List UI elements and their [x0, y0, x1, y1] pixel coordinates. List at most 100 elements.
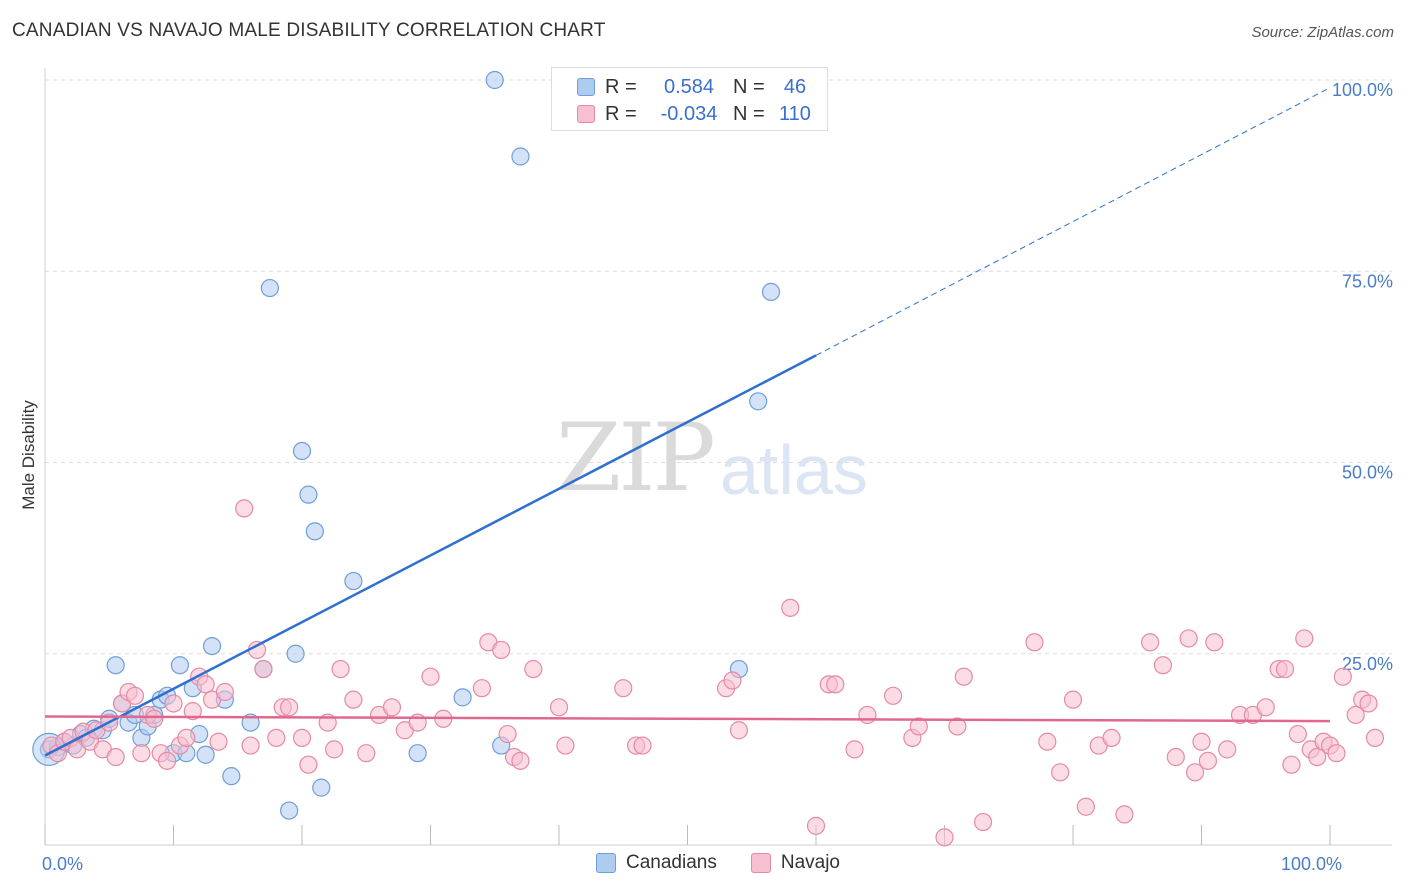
data-point [1115, 805, 1134, 824]
data-point [196, 745, 215, 764]
source-label: Source: ZipAtlas.com [1251, 24, 1394, 41]
data-point [1288, 724, 1307, 744]
data-point [1153, 656, 1173, 675]
data-point [729, 721, 749, 740]
data-point [781, 598, 800, 617]
data-point [292, 441, 312, 461]
data-point [1179, 629, 1198, 648]
data-point [749, 392, 768, 411]
data-point [209, 732, 228, 751]
legend-r-label: R = [605, 102, 637, 125]
data-point [723, 671, 742, 690]
data-point [421, 667, 440, 686]
data-point [511, 147, 530, 166]
legend-item-canadians[interactable]: Canadians [596, 852, 717, 874]
data-point [1205, 633, 1224, 652]
data-point [235, 499, 254, 518]
data-point [357, 744, 376, 763]
legend-row-canadians: R = 0.584 N = 46 [577, 75, 813, 99]
y-tick-label: 75.0% [1342, 271, 1393, 291]
data-point [1295, 629, 1314, 648]
data-point [492, 640, 511, 660]
data-point [954, 667, 973, 686]
legend-label-canadians: Canadians [626, 852, 717, 873]
series-navajo-points [42, 499, 1385, 847]
data-point [948, 717, 967, 736]
data-point [286, 644, 305, 663]
data-point [498, 724, 517, 744]
x-tick-label: 0.0% [42, 854, 83, 874]
data-point [1275, 659, 1295, 679]
data-point [344, 571, 363, 591]
data-point [132, 744, 151, 763]
data-point [485, 70, 504, 90]
data-point [511, 751, 530, 770]
legend-swatch-navajo [577, 105, 595, 123]
data-point [1063, 690, 1083, 709]
data-point [549, 698, 569, 717]
data-point [254, 659, 273, 679]
correlation-legend: R = 0.584 N = 46 R = -0.034 N = 110 [551, 67, 828, 131]
data-point [1198, 751, 1218, 770]
data-point [222, 767, 241, 786]
legend-n-label: N = [733, 102, 765, 125]
y-tick-label: 50.0% [1342, 463, 1393, 483]
data-point [196, 675, 215, 694]
data-point [453, 688, 472, 707]
data-point [1359, 694, 1378, 713]
trend-line-canadians-extension [815, 87, 1331, 356]
y-axis-label: Male Disability [19, 400, 38, 510]
legend-n-label: N = [733, 75, 765, 98]
data-point [1333, 667, 1352, 686]
trend-line-navajo [44, 715, 1331, 723]
data-point [170, 656, 190, 675]
trend-lines [44, 87, 1331, 757]
data-point [1102, 728, 1121, 748]
data-point [241, 736, 260, 755]
data-point [1051, 763, 1070, 782]
data-point [202, 636, 222, 656]
legend-item-navajo[interactable]: Navajo [750, 852, 840, 874]
data-point [1192, 732, 1211, 751]
data-point [325, 740, 344, 759]
data-point [761, 282, 781, 302]
data-point [125, 686, 145, 705]
y-tick-label: 100.0% [1332, 80, 1393, 100]
data-point [1282, 755, 1301, 774]
series-legend: Canadians Navajo [596, 852, 874, 874]
data-point [344, 690, 363, 709]
data-point [292, 728, 312, 748]
legend-n-value: 46 [783, 75, 807, 98]
data-point [935, 828, 954, 847]
data-point [177, 728, 196, 748]
data-point [858, 705, 877, 725]
data-point [973, 812, 993, 832]
tick-labels: 25.0% 50.0% 75.0% 100.0% 0.0% 100.0% [42, 80, 1393, 874]
data-point [1218, 740, 1237, 759]
data-point [280, 698, 299, 717]
data-point [1308, 747, 1327, 767]
data-point [826, 675, 845, 694]
chart-title: CANADIAN VS NAVAJO MALE DISABILITY CORRE… [12, 20, 606, 41]
data-point [1038, 732, 1057, 751]
data-point [299, 485, 318, 504]
data-point [1166, 747, 1185, 767]
legend-swatch-navajo [750, 853, 771, 873]
data-point [1256, 698, 1275, 717]
data-point [106, 747, 125, 767]
watermark-atlas: atlas [720, 431, 868, 509]
data-point [845, 740, 864, 759]
legend-n-value: 110 [779, 102, 811, 125]
data-point [299, 755, 318, 774]
data-point [260, 278, 279, 298]
legend-row-navajo: R = -0.034 N = 110 [577, 102, 813, 126]
data-point [408, 744, 427, 763]
data-point [472, 679, 491, 698]
data-point [633, 736, 652, 755]
data-point [806, 816, 826, 835]
legend-swatch-canadians [596, 853, 616, 873]
data-point [164, 694, 183, 713]
data-point [556, 736, 575, 755]
legend-swatch-canadians [577, 78, 595, 96]
